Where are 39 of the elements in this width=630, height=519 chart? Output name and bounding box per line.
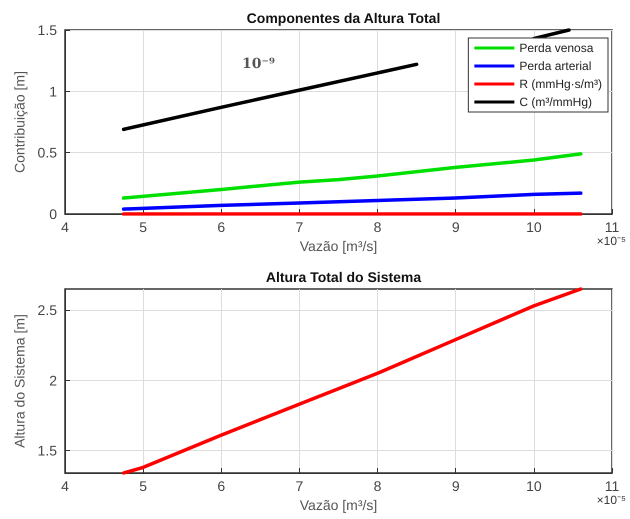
- x-tick-label: 11: [604, 219, 620, 235]
- y-tick-label: 0: [49, 206, 58, 222]
- x-tick-label: 9: [452, 478, 460, 494]
- x-axis-title: Vazão [m³/s]: [300, 238, 378, 254]
- y-tick-label: 1.5: [38, 442, 58, 459]
- chart-title: Altura Total do Sistema: [266, 269, 422, 285]
- x-tick-label: 8: [374, 219, 382, 235]
- y-tick-label: 1: [49, 83, 58, 100]
- x-tick-label: 8: [374, 478, 382, 494]
- y-tick-label: 2: [49, 372, 58, 388]
- x-tick-label: 11: [604, 478, 620, 494]
- x-axis-title: Vazão [m³/s]: [300, 496, 378, 513]
- y-tick-label: 1.5: [38, 22, 58, 38]
- x-tick-label: 6: [217, 478, 226, 494]
- y-tick-label: 2.5: [38, 302, 58, 318]
- line-series: [122, 152, 582, 200]
- x-tick-label: 4: [61, 219, 70, 235]
- y-axis-title: Altura do Sistema [m]: [12, 314, 28, 448]
- x-tick-label: 5: [139, 219, 148, 235]
- line-series: [122, 191, 582, 211]
- x-tick-label: 9: [452, 219, 460, 235]
- legend-label: R (mmHg·s/m³): [519, 77, 602, 91]
- line-series: [122, 287, 582, 475]
- x-tick-label: 5: [139, 478, 148, 494]
- text: ×10⁻⁵: [596, 493, 626, 507]
- x-tick-label: 7: [296, 478, 304, 494]
- text: ×10⁻⁵: [596, 234, 626, 248]
- x-tick-label: 7: [296, 219, 304, 235]
- x-tick-label: 4: [61, 478, 70, 494]
- x-tick-label: 10: [526, 478, 542, 494]
- legend-label: Perda arterial: [519, 59, 592, 73]
- legend-label: Perda venosa: [519, 41, 594, 55]
- x-tick-label: 10: [526, 219, 542, 235]
- annotation: 10⁻⁹: [242, 56, 276, 72]
- y-tick-label: 0.5: [38, 144, 58, 161]
- y-axis-title: Contribuição [m]: [12, 71, 28, 173]
- x-tick-label: 6: [217, 219, 226, 235]
- chart-title: Componentes da Altura Total: [246, 10, 440, 26]
- legend-label: C (m³/mmHg): [519, 95, 592, 109]
